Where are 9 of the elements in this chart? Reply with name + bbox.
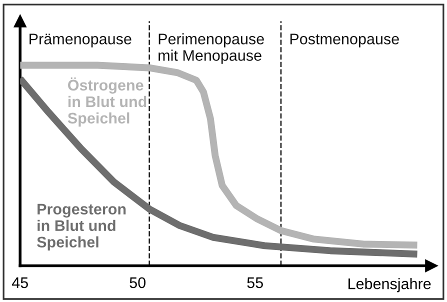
x-tick-label: 45 — [12, 277, 28, 288]
text: Perimenopause mit Menopause — [158, 33, 264, 64]
series-label: Östrogene in Blut und Speichel — [68, 77, 146, 127]
x-tick-label: 55 — [247, 277, 263, 288]
text: Postmenopause — [290, 34, 399, 48]
x-axis-title: Lebensjahre — [348, 278, 431, 292]
text: Prämenopause — [30, 34, 132, 48]
series-label: Progesteron in Blut und Speichel — [37, 204, 126, 251]
x-tick-label: 50 — [130, 277, 146, 288]
